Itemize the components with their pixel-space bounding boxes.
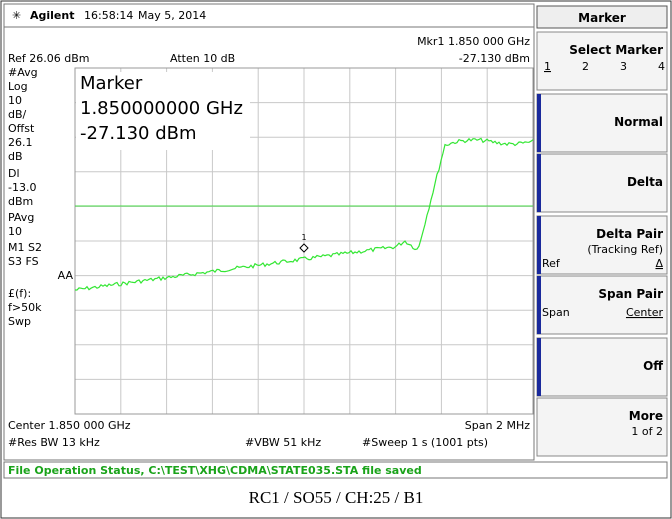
softkey-box [536, 153, 668, 213]
marker-diamond [299, 243, 309, 253]
softkey[interactable]: More 1 of 2 [536, 397, 668, 457]
trace [75, 137, 534, 291]
menu-title-box [536, 5, 668, 29]
softkey-label: Off [643, 359, 663, 373]
graticule [74, 67, 534, 415]
softkey-box [536, 275, 668, 335]
softkey-left: Ref [542, 257, 561, 270]
annotation: dBm [8, 195, 33, 208]
softkey[interactable]: Span Pair Span Center [536, 275, 668, 335]
softkey-label: More [629, 409, 663, 423]
icon: ✳ [12, 9, 21, 22]
ref-level: Ref 26.06 dBm [8, 52, 90, 65]
softkey-active [537, 154, 541, 212]
softkey[interactable]: Off [536, 337, 668, 397]
annotation: dB [8, 150, 23, 163]
status: File Operation Status, C:\TEST\XHG\CDMA\… [8, 464, 422, 477]
annotation: 26.1 [8, 136, 33, 149]
annotation: Swp [8, 315, 31, 328]
annotation: M1 S2 [8, 241, 42, 254]
softkey-option: 3 [620, 60, 627, 73]
marker-level: -27.130 dBm [459, 52, 530, 65]
annotation: dB/ [8, 108, 27, 121]
annotation: Offst [8, 122, 35, 135]
marker-label: Mkr1 1.850 000 GHz [417, 35, 530, 48]
annotation: #Avg [8, 66, 38, 79]
annotation: f>50k [8, 301, 42, 314]
softkey-active [537, 276, 541, 334]
marker-number: 1 [301, 233, 306, 242]
readout-frequency: 1.850000000 GHz [80, 98, 243, 119]
softkey-active [537, 216, 541, 274]
softkey-right: Δ [655, 257, 663, 270]
status-bar [3, 461, 668, 479]
readout-level: -27.130 dBm [80, 123, 197, 144]
readout-title: Marker [80, 73, 143, 94]
softkey-option: 4 [658, 60, 665, 73]
sweep: #Sweep 1 s (1001 pts) [362, 436, 488, 449]
annotation: AA [58, 269, 74, 282]
annotation: -13.0 [8, 181, 36, 194]
caption: RC1 / SO55 / CH:25 / B1 [249, 488, 424, 507]
softkey-active [537, 338, 541, 396]
atten: Atten 10 dB [170, 52, 235, 65]
softkey-right: Center [626, 306, 664, 319]
annotation: PAvg [8, 211, 34, 224]
softkey-left: Span [542, 306, 570, 319]
softkey-label: Delta [627, 175, 663, 189]
time: 16:58:14 [84, 9, 133, 22]
annotation: Log [8, 80, 28, 93]
softkey-label: Select Marker [569, 43, 663, 57]
softkey[interactable]: Delta [536, 153, 668, 213]
annotation: Dl [8, 167, 20, 180]
span: Span 2 MHz [465, 419, 530, 432]
softkey-option: 1 [544, 60, 551, 73]
softkeys: Select Marker 1 2 3 4 Normal Delta Delta Pair (T… [536, 31, 668, 457]
left-annotations: #AvgLog10dB/Offst26.1dBDl-13.0dBmPAvg10M… [8, 66, 73, 328]
softkey[interactable]: Normal [536, 93, 668, 153]
softkey[interactable]: Delta Pair (Tracking Ref) Ref Δ [536, 215, 668, 275]
softkey-sub: 1 of 2 [631, 425, 663, 438]
softkey[interactable]: Select Marker 1 2 3 4 [536, 31, 668, 91]
menu-title: Marker [578, 11, 626, 25]
softkey-sub: (Tracking Ref) [587, 243, 663, 256]
softkey-active [537, 94, 541, 152]
softkey-box [536, 397, 668, 457]
annotation: 10 [8, 94, 22, 107]
rbw: #Res BW 13 kHz [8, 436, 100, 449]
annotation: 10 [8, 225, 22, 238]
annotation: £(f): [8, 287, 31, 300]
center: Center 1.850 000 GHz [8, 419, 131, 432]
brand: Agilent [30, 9, 74, 22]
annotation: S3 FS [8, 255, 39, 268]
readout-box [76, 72, 250, 150]
vbw: #VBW 51 kHz [245, 436, 321, 449]
softkey-box [536, 215, 668, 275]
softkey-label: Normal [614, 115, 663, 129]
softkey-label: Delta Pair [596, 227, 663, 241]
softkey-option: 2 [582, 60, 589, 73]
softkey-box [536, 31, 668, 91]
date: May 5, 2014 [138, 9, 206, 22]
softkey-label: Span Pair [598, 287, 663, 301]
